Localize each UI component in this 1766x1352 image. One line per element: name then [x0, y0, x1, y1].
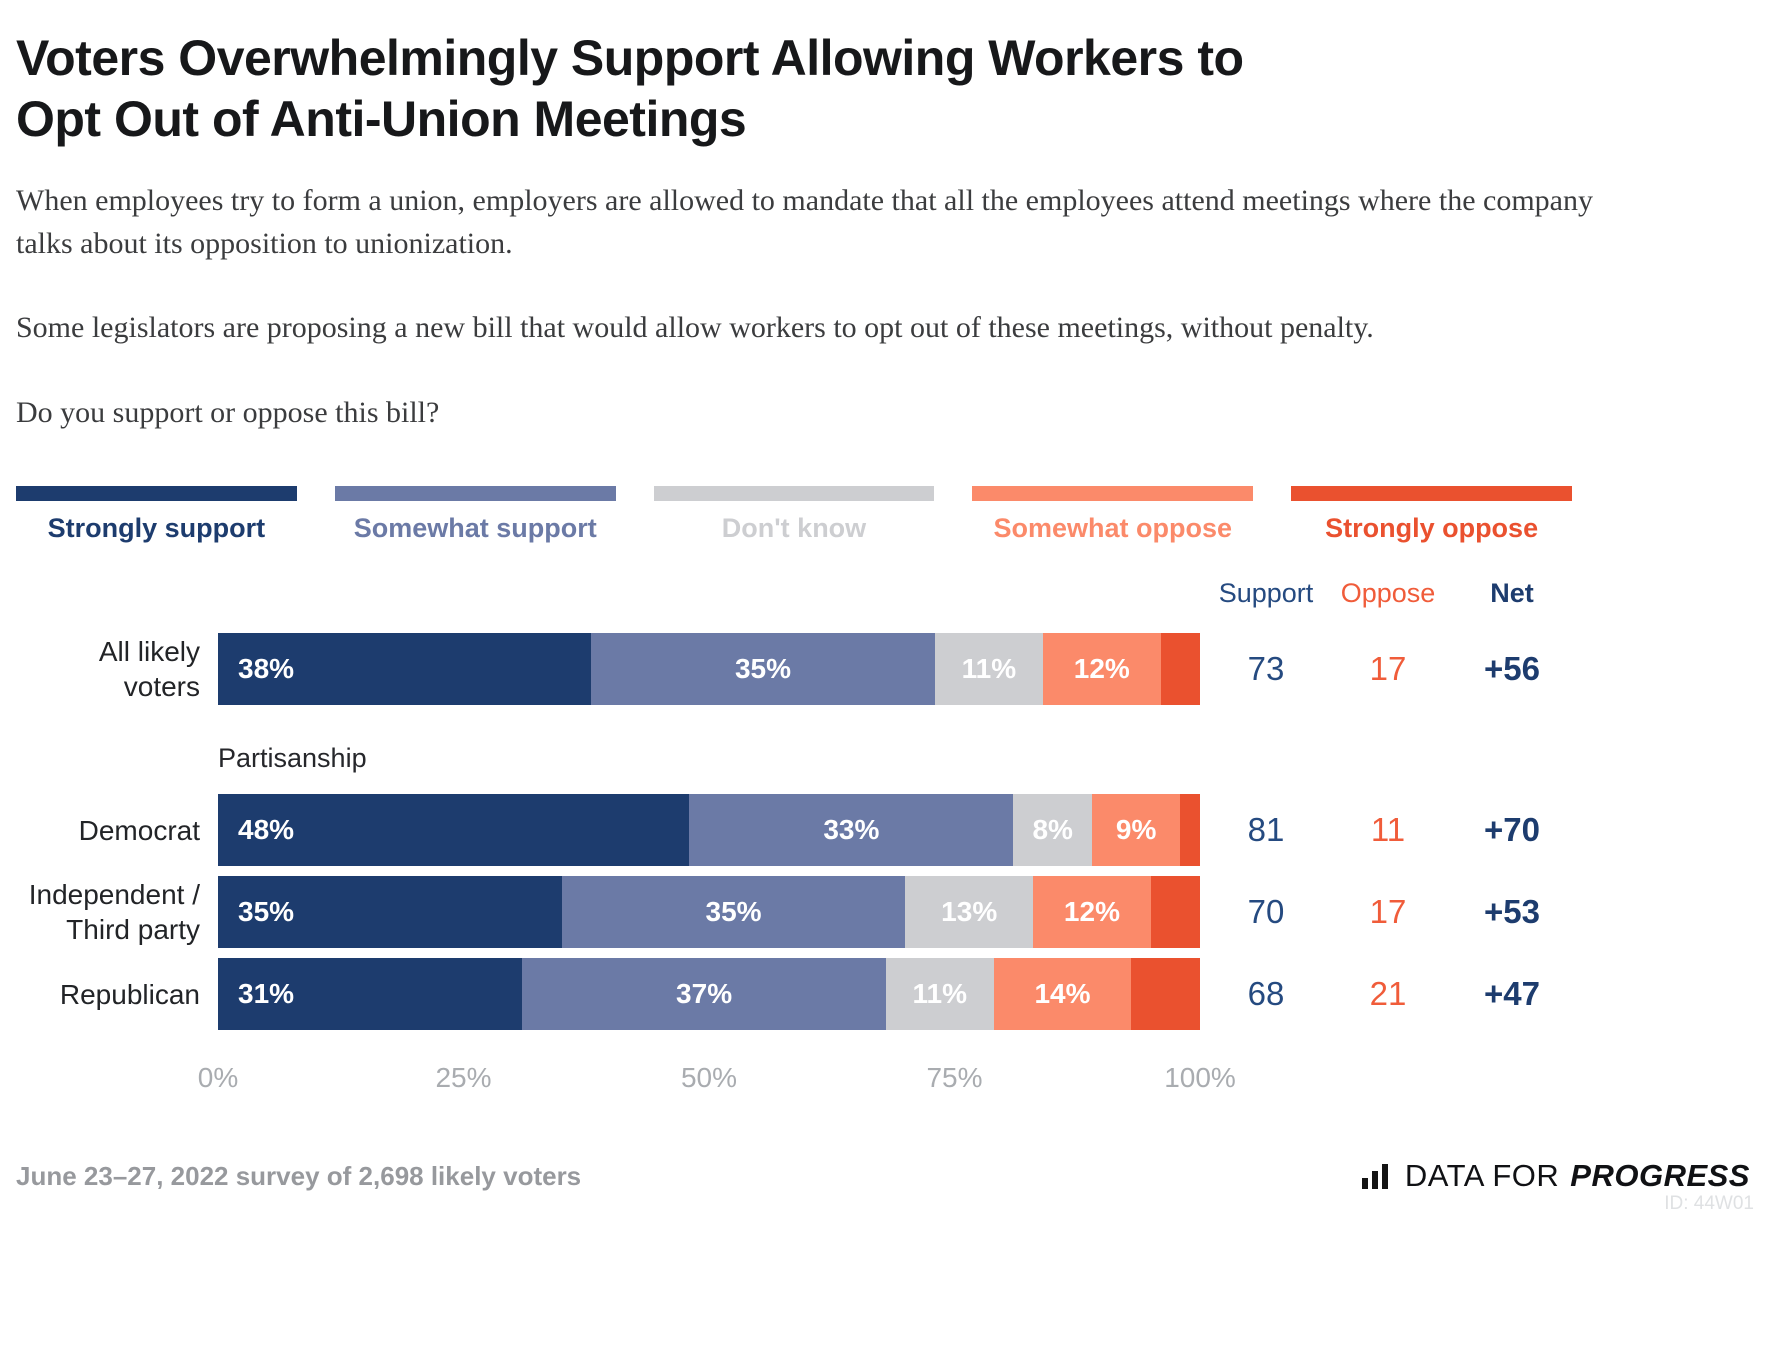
segment-don-t-know: 8% — [1013, 794, 1092, 867]
intro-paragraph-1: When employees try to form a union, empl… — [16, 184, 1593, 260]
segment-somewhat-support: 37% — [522, 958, 886, 1031]
legend-label: Strongly oppose — [1325, 513, 1539, 544]
brand-prefix: DATA FOR — [1404, 1158, 1560, 1194]
legend-label: Somewhat oppose — [993, 513, 1233, 544]
legend-item-somewhat-oppose: Somewhat oppose — [972, 486, 1254, 544]
legend-item-somewhat-support: Somewhat support — [334, 486, 616, 544]
x-tick-75: 75% — [926, 1062, 983, 1094]
bar-row-democrat: Democrat 48% 33% 8% 9% 81 11 +70 — [16, 794, 1580, 867]
oppose-value-independent-third-party: 17 — [1369, 893, 1407, 931]
poll-chart-card: Voters Overwhelmingly Support Allowing W… — [16, 28, 1754, 1214]
stacked-bar-republican: 31% 37% 11% 14% — [218, 958, 1200, 1031]
legend-swatch — [972, 486, 1254, 502]
stacked-bar-independent-third-party: 35% 35% 13% 12% — [218, 876, 1200, 949]
segment-don-t-know: 11% — [934, 633, 1043, 706]
x-tick-50: 50% — [680, 1062, 738, 1094]
segment-strongly-oppose — [1180, 794, 1200, 867]
row-label-democrat: Democrat — [78, 814, 200, 846]
brand-suffix: PROGRESS — [1570, 1158, 1750, 1194]
bar-rows: All likely voters 38% 35% 11% 12% 73 17 +56 Part… — [16, 633, 1580, 1031]
x-tick-25: 25% — [435, 1062, 492, 1094]
footer: June 23–27, 2022 survey of 2,698 likely … — [16, 1158, 1754, 1214]
x-tick-100: 100% — [1164, 1062, 1236, 1094]
legend-swatch — [16, 486, 297, 502]
oppose-value-all-likely-voters: 17 — [1369, 650, 1407, 688]
legend-swatch — [1291, 486, 1572, 502]
support-value-independent-third-party: 70 — [1247, 893, 1285, 931]
oppose-value-democrat: 11 — [1370, 811, 1406, 849]
oppose-column-header: Oppose — [1340, 578, 1436, 609]
intro-paragraph-2: Some legislators are proposing a new bil… — [16, 311, 1374, 345]
segment-strongly-support: 35% — [218, 876, 562, 949]
net-value-democrat: +70 — [1484, 811, 1540, 849]
segment-strongly-support: 38% — [218, 633, 592, 706]
row-label-republican: Republican — [59, 978, 200, 1010]
legend-label: Somewhat support — [353, 513, 597, 544]
survey-note: June 23–27, 2022 survey of 2,698 likely … — [16, 1160, 582, 1191]
legend-item-strongly-support: Strongly support — [16, 486, 297, 544]
bar-chart-icon — [1361, 1164, 1388, 1190]
segment-somewhat-support: 33% — [689, 794, 1014, 867]
support-value-republican: 68 — [1247, 975, 1285, 1013]
stacked-bar-democrat: 48% 33% 8% 9% — [218, 794, 1200, 867]
support-column-header: Support — [1218, 578, 1314, 609]
net-value-independent-third-party: +53 — [1484, 893, 1540, 931]
stacked-bar-chart: Support Oppose Net All likely voters 38% 3… — [16, 578, 1750, 1106]
legend-label: Strongly support — [47, 513, 266, 544]
segment-don-t-know: 13% — [905, 876, 1034, 949]
question-text: Do you support or oppose this bill? — [16, 395, 440, 429]
x-axis-row: 0% 25% 50% 75% 100% — [16, 1040, 1580, 1106]
title-line-2: Opt Out of Anti-Union Meetings — [16, 91, 747, 147]
net-column-header: Net — [1490, 578, 1534, 609]
x-axis: 0% 25% 50% 75% 100% — [198, 1056, 1236, 1106]
oppose-value-republican: 21 — [1369, 975, 1407, 1013]
page-title: Voters Overwhelmingly Support Allowing W… — [16, 28, 1750, 150]
bar-row-all-likely-voters: All likely voters 38% 35% 11% 12% 73 17 +56 — [16, 633, 1580, 706]
legend-item-strongly-oppose: Strongly oppose — [1291, 486, 1572, 544]
row-label-independent-third-party: Independent / Third party — [28, 879, 200, 946]
x-tick-0: 0% — [197, 1062, 239, 1094]
segment-don-t-know: 11% — [885, 958, 994, 1031]
dfp-logo: DATA FOR PROGRESS ID: 44W01 — [1360, 1158, 1754, 1214]
segment-strongly-oppose — [1160, 633, 1200, 706]
net-value-republican: +47 — [1484, 975, 1540, 1013]
segment-somewhat-oppose: 9% — [1091, 794, 1181, 867]
segment-somewhat-support: 35% — [561, 876, 906, 949]
bar-row-independent-third-party: Independent / Third party 35% 35% 13% 12% 70 1… — [16, 876, 1580, 949]
net-value-all-likely-voters: +56 — [1484, 650, 1540, 688]
legend-item-don-t-know: Don't know — [653, 486, 935, 544]
segment-somewhat-oppose: 12% — [1042, 633, 1161, 706]
segment-somewhat-support: 35% — [591, 633, 935, 706]
watermark-id: ID: 44W01 — [1664, 1193, 1754, 1215]
legend-swatch — [334, 486, 616, 502]
legend: Strongly support Somewhat support Don't kn… — [16, 486, 1750, 544]
segment-strongly-support: 48% — [218, 794, 690, 867]
support-value-democrat: 81 — [1247, 811, 1285, 849]
legend-swatch — [653, 486, 935, 502]
section-label-partisanship: Partisanship — [218, 743, 367, 774]
segment-strongly-oppose — [1150, 876, 1200, 949]
segment-strongly-support: 31% — [218, 958, 523, 1031]
bar-row-republican: Republican 31% 37% 11% 14% 68 21 +47 — [16, 958, 1580, 1031]
section-row: Partisanship — [16, 715, 1580, 794]
table-header-row: Support Oppose Net — [16, 578, 1580, 609]
title-line-1: Voters Overwhelmingly Support Allowing W… — [16, 30, 1244, 86]
segment-somewhat-oppose: 14% — [993, 958, 1132, 1031]
support-value-all-likely-voters: 73 — [1247, 650, 1285, 688]
segment-strongly-oppose — [1131, 958, 1200, 1031]
stacked-bar-all-likely-voters: 38% 35% 11% 12% — [218, 633, 1200, 706]
row-label-all-likely-voters: All likely voters — [98, 636, 200, 703]
segment-somewhat-oppose: 12% — [1033, 876, 1151, 949]
legend-label: Don't know — [721, 513, 867, 544]
